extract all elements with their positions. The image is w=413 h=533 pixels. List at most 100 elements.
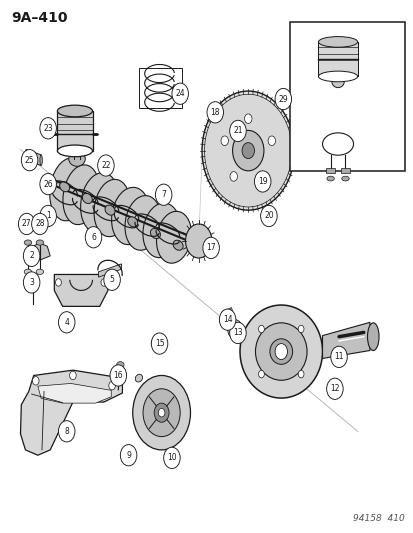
Ellipse shape: [94, 179, 130, 237]
Text: 21: 21: [233, 126, 242, 135]
Text: 10: 10: [167, 454, 176, 463]
Circle shape: [242, 143, 254, 159]
Circle shape: [154, 403, 169, 422]
Ellipse shape: [36, 269, 43, 274]
Text: 20: 20: [263, 212, 273, 221]
Ellipse shape: [29, 278, 36, 284]
Polygon shape: [54, 274, 108, 306]
Circle shape: [104, 269, 120, 290]
Ellipse shape: [150, 229, 160, 239]
Circle shape: [32, 376, 39, 385]
Bar: [57, 111, 92, 151]
Ellipse shape: [125, 196, 161, 251]
Ellipse shape: [105, 205, 115, 215]
Text: 13: 13: [233, 328, 242, 337]
Text: 25: 25: [25, 156, 34, 165]
Ellipse shape: [151, 336, 163, 349]
Circle shape: [204, 94, 291, 207]
Polygon shape: [98, 264, 121, 277]
Circle shape: [206, 102, 223, 123]
Ellipse shape: [24, 240, 31, 245]
Circle shape: [230, 172, 237, 181]
Circle shape: [69, 371, 76, 379]
Text: 28: 28: [35, 220, 45, 229]
Text: 11: 11: [333, 352, 343, 361]
Ellipse shape: [81, 173, 119, 233]
Circle shape: [158, 408, 164, 417]
Text: 17: 17: [206, 244, 216, 253]
Polygon shape: [29, 243, 50, 260]
Ellipse shape: [367, 323, 378, 351]
Circle shape: [120, 445, 137, 466]
Bar: [318, 42, 357, 76]
Polygon shape: [21, 370, 122, 455]
Circle shape: [260, 205, 276, 227]
Ellipse shape: [318, 37, 357, 47]
Text: 2: 2: [29, 252, 34, 260]
Ellipse shape: [142, 203, 180, 257]
Ellipse shape: [69, 151, 85, 166]
Circle shape: [143, 389, 180, 437]
Circle shape: [155, 184, 171, 205]
Ellipse shape: [326, 176, 334, 181]
Bar: [139, 68, 182, 108]
Ellipse shape: [82, 193, 92, 204]
Circle shape: [258, 370, 263, 378]
Ellipse shape: [255, 323, 306, 380]
Circle shape: [58, 312, 75, 333]
Text: 23: 23: [43, 124, 53, 133]
Circle shape: [133, 375, 190, 450]
Circle shape: [254, 171, 270, 192]
Ellipse shape: [25, 150, 27, 160]
Circle shape: [101, 279, 107, 286]
Text: 7: 7: [161, 190, 166, 199]
Circle shape: [268, 136, 275, 146]
Ellipse shape: [341, 176, 348, 181]
Ellipse shape: [111, 187, 150, 245]
Circle shape: [40, 173, 56, 195]
Ellipse shape: [156, 211, 191, 263]
Circle shape: [244, 114, 252, 124]
Ellipse shape: [154, 338, 161, 346]
Text: 4: 4: [64, 318, 69, 327]
Ellipse shape: [240, 305, 322, 398]
Ellipse shape: [318, 71, 357, 82]
Circle shape: [202, 237, 219, 259]
Circle shape: [97, 155, 114, 176]
Text: 29: 29: [278, 94, 287, 103]
Circle shape: [297, 370, 303, 378]
Ellipse shape: [127, 450, 134, 457]
Circle shape: [232, 131, 263, 171]
Circle shape: [330, 346, 347, 368]
Circle shape: [259, 172, 266, 181]
Text: 3: 3: [29, 278, 34, 287]
Circle shape: [31, 213, 48, 235]
Circle shape: [85, 227, 102, 248]
Ellipse shape: [331, 76, 343, 87]
Polygon shape: [26, 150, 41, 165]
Text: 9: 9: [126, 451, 131, 460]
Circle shape: [229, 120, 246, 142]
Circle shape: [227, 320, 242, 339]
Bar: [326, 168, 334, 173]
Text: 18: 18: [210, 108, 219, 117]
Circle shape: [19, 213, 35, 235]
Circle shape: [163, 447, 180, 469]
Circle shape: [274, 88, 291, 110]
Text: 27: 27: [22, 220, 31, 229]
Text: 9A–410: 9A–410: [11, 11, 67, 26]
Ellipse shape: [128, 217, 138, 227]
Bar: [341, 168, 349, 173]
Ellipse shape: [40, 155, 42, 165]
Circle shape: [326, 378, 342, 399]
Circle shape: [58, 421, 75, 442]
Ellipse shape: [24, 269, 31, 274]
Circle shape: [297, 325, 303, 333]
Circle shape: [110, 365, 126, 386]
Text: 26: 26: [43, 180, 53, 189]
Text: 1: 1: [46, 212, 50, 221]
Text: 8: 8: [64, 427, 69, 436]
Circle shape: [55, 279, 61, 286]
Circle shape: [219, 309, 235, 330]
Ellipse shape: [59, 182, 69, 192]
